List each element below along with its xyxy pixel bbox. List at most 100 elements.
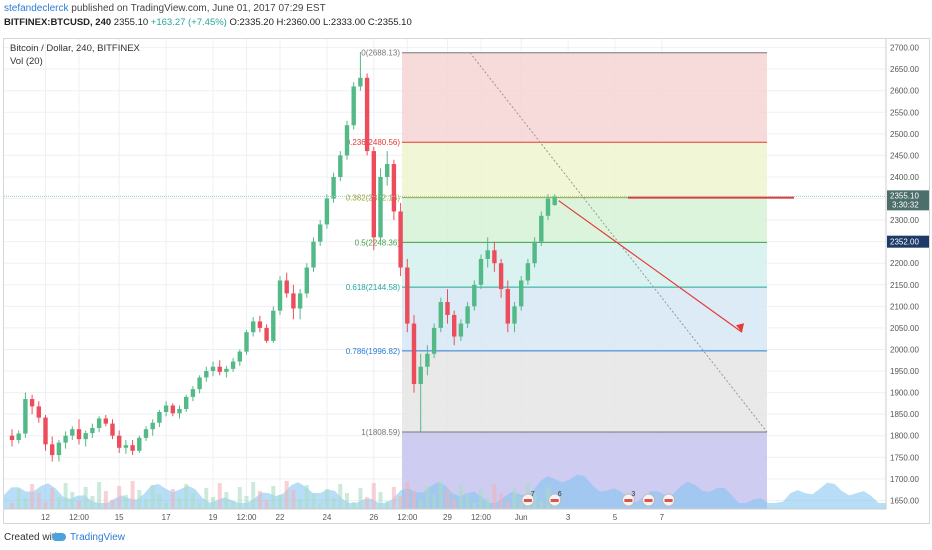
candle-body	[371, 151, 376, 238]
volume-bar	[492, 484, 497, 509]
volume-bar	[432, 495, 437, 509]
y-axis-tick-label: 2050.00	[890, 324, 919, 333]
quote-line: BITFINEX:BTCUSD, 240 2355.10 +163.27 (+7…	[4, 17, 412, 28]
candle-body	[438, 302, 443, 328]
author-link[interactable]: stefandeclerck	[4, 3, 69, 14]
candle-body	[485, 250, 490, 259]
volume-bar	[546, 487, 550, 509]
volume-bar	[472, 503, 477, 509]
volume-bar	[164, 503, 169, 509]
candle-body	[525, 263, 531, 281]
volume-bar	[83, 487, 88, 509]
open-value: O:2335.20	[229, 17, 274, 28]
candle-body	[29, 399, 35, 407]
candle-body	[143, 429, 149, 438]
volume-bar	[324, 489, 329, 509]
y-axis-tick-label: 1800.00	[890, 432, 919, 441]
volume-bar	[378, 492, 383, 509]
publish-info: stefandeclerck published on TradingView.…	[4, 3, 326, 14]
symbol-label: BITFINEX:BTCUSD, 240	[4, 17, 112, 28]
volume-bar	[291, 490, 296, 509]
candle-body	[204, 371, 209, 378]
volume-bar	[398, 496, 403, 509]
candle-body	[364, 77, 370, 152]
volume-bar	[385, 501, 390, 509]
volume-bar	[231, 501, 236, 509]
x-axis-tick-label: 29	[443, 513, 452, 522]
fib-level-label: 0.5(2248.36)	[355, 238, 401, 247]
volume-bar	[90, 496, 95, 509]
candle-body	[83, 433, 88, 440]
candle-body	[297, 293, 303, 309]
second-price-tag	[887, 235, 929, 248]
candle-body	[378, 176, 383, 238]
x-axis-tick-label: 22	[276, 513, 285, 522]
y-axis-tick-label: 1900.00	[890, 389, 919, 398]
candle-body	[304, 267, 309, 294]
x-axis-tick-label: 26	[369, 513, 378, 522]
volume-bar	[211, 497, 215, 509]
x-axis-tick-label: 7	[660, 513, 665, 522]
price-chart[interactable]: 0(2688.13)0.236(2480.56)0.382(2352.15)0.…	[4, 39, 929, 523]
x-axis-tick-label: Jun	[515, 513, 528, 522]
volume-bar	[338, 484, 343, 509]
volume-bar	[30, 484, 35, 509]
tradingview-logo[interactable]: TradingView	[52, 532, 125, 543]
last-price: 2355.10	[113, 17, 149, 28]
volume-bar	[190, 493, 195, 509]
volume-bar	[77, 501, 81, 509]
fib-level-label: 0.786(1996.82)	[346, 347, 401, 356]
candle-body	[344, 125, 350, 156]
y-axis-tick-label: 2550.00	[890, 108, 919, 117]
candle-body	[458, 323, 464, 337]
volume-bar	[311, 494, 316, 509]
chart-pane[interactable]: 0(2688.13)0.236(2480.56)0.382(2352.15)0.…	[3, 38, 930, 524]
fib-level-label: 0.236(2480.56)	[346, 138, 401, 147]
flag-stripe	[523, 499, 532, 502]
candle-body	[552, 196, 557, 206]
volume-bar	[271, 486, 276, 509]
volume-bar	[278, 495, 282, 509]
candle-body	[197, 377, 202, 390]
candle-body	[190, 389, 196, 397]
y-axis-tick-label: 2450.00	[890, 151, 919, 160]
flag-stripe	[664, 499, 673, 502]
candle-body	[472, 284, 477, 307]
candle-body	[110, 423, 115, 436]
second-price-tag-label: 2352.00	[890, 238, 919, 247]
volume-bar	[391, 487, 396, 509]
candle-body	[224, 368, 229, 372]
candle-body	[43, 417, 48, 445]
volume-bar	[56, 497, 61, 509]
volume-bar	[257, 491, 262, 509]
volume-bar	[351, 502, 356, 509]
candle-body	[492, 250, 497, 264]
projection-arrow[interactable]	[558, 200, 743, 333]
x-axis-tick-label: 24	[322, 513, 331, 522]
y-axis-tick-label: 2000.00	[890, 345, 919, 354]
fib-zone	[402, 287, 767, 351]
candle-body	[331, 176, 336, 199]
candle-body	[545, 198, 551, 216]
candle-body	[505, 289, 510, 324]
candle-body	[452, 314, 457, 337]
volume-bar	[137, 490, 142, 509]
x-axis-tick-label: 17	[162, 513, 171, 522]
volume-indicator-label[interactable]: Vol (20)	[10, 56, 43, 67]
volume-bar	[298, 499, 303, 509]
candle-body	[150, 422, 155, 430]
fib-level-label: 1(1808.59)	[361, 428, 400, 437]
volume-bar	[358, 488, 363, 509]
publish-header: stefandeclerck published on TradingView.…	[0, 0, 932, 30]
x-axis-tick-label: 12	[41, 513, 50, 522]
candle-body	[76, 429, 82, 440]
volume-bar	[70, 492, 75, 509]
candle-body	[130, 445, 135, 451]
volume-bar	[123, 495, 128, 509]
candle-body	[163, 405, 169, 412]
volume-bar	[365, 497, 370, 509]
candle-body	[519, 280, 524, 307]
candle-body	[217, 366, 222, 372]
candle-body	[257, 321, 263, 328]
volume-bar	[331, 498, 336, 509]
